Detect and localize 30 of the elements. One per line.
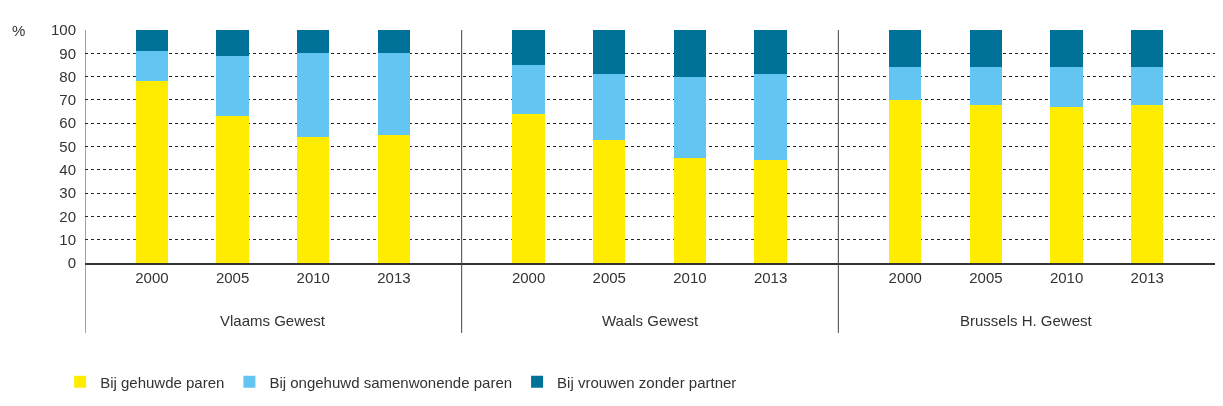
y-tick-label: 10 [59,230,76,248]
x-tick-label: 2005 [215,269,250,286]
legend-label: Bij gehuwde paren [100,373,225,391]
y-tick-label: 80 [59,67,76,85]
x-tick-label: 2010 [1049,269,1084,286]
x-tick-label: 2000 [135,269,169,286]
y-tick-label: 20 [59,207,76,225]
text: Vlaams Gewest [220,312,326,329]
x-tick-label: 2000 [888,269,922,286]
x-tick-label: 2013 [1130,269,1164,286]
y-tick-label: 90 [59,44,76,62]
y-tick-label: 100 [50,21,76,39]
text: Waals Gewest [602,312,699,329]
x-tick-label: 2005 [592,269,626,286]
legend-label: Bij ongehuwd samenwonende paren [269,373,513,391]
y-axis-title: % [12,22,26,39]
x-tick-label: 2005 [969,269,1003,286]
legend-label: Bij vrouwen zonder partner [557,373,737,391]
y-tick-label: 40 [59,161,76,179]
y-tick-label: 0 [67,254,76,272]
x-tick-label: 2010 [673,269,707,286]
x-tick-label: 2000 [511,269,546,286]
x-tick-label: 2013 [753,269,788,286]
x-tick-label: 2013 [377,269,411,286]
text: Brussels H. Gewest [960,312,1093,329]
y-tick-label: 60 [59,114,76,132]
y-tick-label: 70 [59,91,76,109]
y-tick-label: 30 [59,184,76,202]
y-tick-label: 50 [59,137,76,155]
x-tick-label: 2010 [296,269,330,286]
